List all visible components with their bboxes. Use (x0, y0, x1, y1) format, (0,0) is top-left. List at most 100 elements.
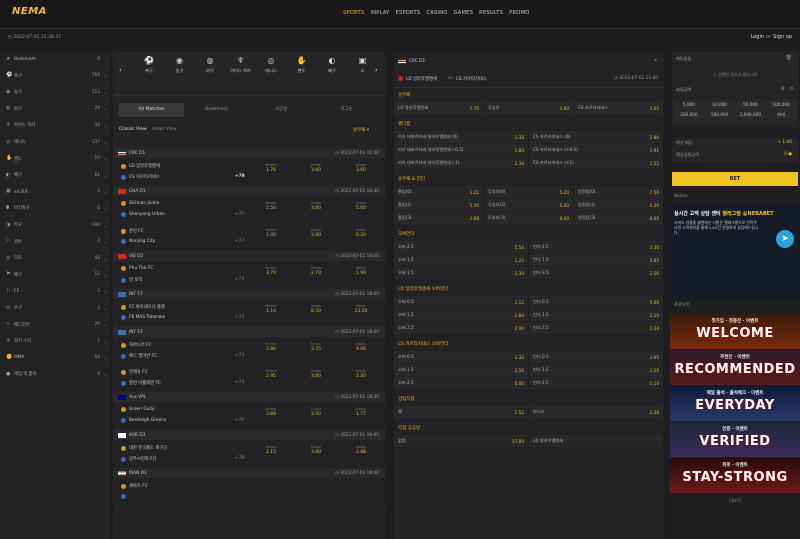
nav-sports[interactable]: SPORTS (343, 10, 365, 16)
match-row[interactable]: 쿤산 FC Nanjing City +77 Home 1.40 Draw 3.90… (113, 224, 385, 250)
sidebar-item[interactable]: ♆ 하키 스틱 1 ⌄ (0, 336, 110, 346)
sidebar-item[interactable]: ⬭ 수구 3 ⌄ (0, 303, 110, 313)
odd-cell[interactable]: CS 카르타지네스 3.60 (574, 102, 664, 114)
draw-odd[interactable]: Draw 3.75 (295, 341, 337, 352)
odd-cell[interactable]: 오버 1.5 2.50 (394, 364, 529, 376)
match-row[interactable]: FC 바르네르나 플젠 FK MAS Taborsko +74 Home 1.14… (113, 300, 385, 326)
away-odd[interactable]: Away 5.60 (340, 200, 382, 211)
sport-tab[interactable]: ◍ 야구 (196, 56, 224, 74)
amount-value[interactable]: 0 (781, 87, 784, 92)
scroll-right-icon[interactable]: › (375, 66, 378, 74)
odd-cell[interactable]: 홈팀(3) 2.88 (394, 212, 484, 224)
odd-cell[interactable]: 언더 0.5 5.00 (529, 296, 664, 308)
nav-promo[interactable]: PROMO (509, 10, 530, 16)
odd-cell[interactable]: 홈팀(0) 1.22 (394, 186, 484, 198)
sidebar-item[interactable]: ✧ 배드민턴 29 ⌄ (0, 320, 110, 330)
sidebar-item[interactable]: ◎ 다트 44 ⌄ (0, 253, 110, 263)
odd-cell[interactable]: 언더 0.5 3.05 (529, 351, 664, 363)
odd-cell[interactable]: LD 알라후엘렌세 (529, 435, 664, 447)
tab-by-time[interactable]: 시간순 (275, 107, 288, 112)
sidebar-item[interactable]: ⬮ 미식축구 6 ⌄ (0, 203, 110, 213)
odd-cell[interactable]: 오버 1.5 1.22 (394, 254, 529, 266)
sidebar-item[interactable]: ⚽ 축구 764 ⌄ (0, 71, 110, 81)
more-link[interactable]: 더보기 (729, 499, 741, 504)
sidebar-item[interactable]: ◐ 배구 61 ⌄ (0, 170, 110, 180)
odd-cell[interactable]: 언더 2.5 2.30 (529, 241, 664, 253)
nav-casino[interactable]: CASINO (426, 10, 448, 16)
away-odd[interactable]: Away 4.00 (340, 341, 382, 352)
more-markets-count[interactable]: +78 (235, 456, 245, 461)
nav-inplay[interactable]: INPLAY (370, 10, 390, 16)
sidebar-item[interactable]: ◍ 야구 24 ⌄ (0, 104, 110, 114)
odd-cell[interactable]: CS 카르타지네스 (+0.5) 1.91 (529, 144, 664, 156)
more-markets-count[interactable]: +77 (235, 239, 245, 244)
sport-tab[interactable]: ♆ 아이스 하키 (227, 56, 255, 74)
sidebar-item[interactable]: ⚐ F1 2 ⌄ (0, 286, 110, 296)
away-odd[interactable]: Away 13.00 (340, 303, 382, 314)
sidebar-item[interactable]: ◎ 테니스 137 ⌄ (0, 137, 110, 147)
draw-odd[interactable]: Draw 3.00 (295, 444, 337, 455)
match-row[interactable]: Phu Tho FC 빈 포억 +73 Home 3.70 Draw 2.70 Aw… (113, 262, 385, 288)
odd-cell[interactable]: 언더 2.5 1.14 (529, 377, 664, 389)
more-markets-count[interactable]: +73 (235, 380, 245, 385)
sport-tab[interactable]: ◉ 농구 (166, 56, 194, 74)
amount-preset-button[interactable]: 1,000,000 (735, 110, 766, 119)
odd-cell[interactable]: 언더 1.5 1.50 (529, 364, 664, 376)
more-markets-count[interactable]: +73 (235, 277, 245, 282)
odd-cell[interactable]: LD 알라후엘렌세 1.76 (394, 102, 484, 114)
match-row[interactable]: 얀레슈 FC 칼빈 야롤레뮌 FC +73 Home 2.95 Draw 3.60 … (113, 365, 385, 391)
tab-by-league[interactable]: 리그순 (340, 107, 353, 112)
trash-icon[interactable]: 🗑 (785, 55, 792, 61)
sidebar-item[interactable]: ⚐ 권투 2 ⌄ (0, 237, 110, 247)
draw-odd[interactable]: Draw 3.60 (295, 368, 337, 379)
nav-esports[interactable]: ESPORTS (395, 10, 421, 16)
sidebar-item[interactable]: ★ Bookmark 0 (0, 54, 110, 64)
odd-cell[interactable]: 언더 1.5 2.10 (529, 309, 664, 321)
home-odd[interactable]: Home 3.80 (250, 341, 292, 352)
more-markets-count[interactable]: +76 (235, 418, 245, 423)
amount-preset-button[interactable]: 5,000 (674, 100, 704, 109)
tab-all-matches[interactable]: All Matches (119, 103, 184, 117)
away-odd[interactable]: Away 3.60 (340, 162, 382, 173)
amount-preset-button[interactable]: 최대 (766, 110, 796, 119)
sidebar-item[interactable]: ● 게임 외 종목 4 ⌄ (0, 369, 110, 379)
odd-cell[interactable]: 오버 2.5 2.90 (394, 322, 529, 334)
away-odd[interactable]: Away 2.88 (340, 444, 382, 455)
draw-odd[interactable] (295, 482, 337, 483)
draw-odd[interactable]: Draw 3.60 (295, 162, 337, 173)
odd-cell[interactable]: 언더 2.5 1.34 (529, 322, 664, 334)
away-odd[interactable]: Away 1.77 (340, 406, 382, 417)
odd-cell[interactable]: 무승부(3) 8.00 (484, 212, 574, 224)
sport-tab[interactable]: ✋ 핸두 (288, 56, 316, 74)
odd-cell[interactable]: 오버 2.5 1.54 (394, 241, 529, 253)
match-row[interactable]: Sichuan Jiunia Shenyang Urban +77 Home 1.… (113, 197, 385, 223)
odd-cell[interactable]: 오버 0.5 1.32 (394, 351, 529, 363)
draw-odd[interactable]: Draw 3.50 (295, 406, 337, 417)
match-row[interactable]: 대한 한국월드 축구단 양주시민축구단 +78 Home 2.15 Draw 3.0… (113, 441, 385, 467)
home-odd[interactable]: Home 3.88 (250, 406, 292, 417)
more-markets-count[interactable]: +74 (235, 315, 245, 320)
scroll-left-icon[interactable]: ‹ (119, 66, 122, 74)
home-odd[interactable]: Home 1.76 (250, 162, 292, 173)
home-odd[interactable]: Home 1.50 (250, 200, 292, 211)
home-odd[interactable]: Home 1.14 (250, 303, 292, 314)
notice-banner[interactable]: 실시간 고객 상담 센터 텔레그램 @NERABET 서비스 이용중 불편하신 … (670, 204, 800, 299)
amount-preset-button[interactable]: 10,000 (704, 100, 735, 109)
nav-games[interactable]: GAMES (453, 10, 474, 16)
odd-cell[interactable]: 원정팀(2) 6.50 (574, 199, 664, 211)
odd-cell[interactable]: 리가 데포르티바 알라후엘렌세 (-0.5) 1.80 (394, 144, 529, 156)
sidebar-item[interactable]: ♆ 아이스 하키 34 ⌄ (0, 120, 110, 130)
sport-tab[interactable]: ▣ 오 (349, 56, 377, 74)
more-markets-count[interactable]: +77 (235, 212, 245, 217)
promo-banner[interactable]: 매일 출석 · 출석체크 · 이벤트 EVERYDAY (670, 386, 800, 421)
away-odd[interactable] (340, 482, 382, 483)
home-odd[interactable]: Home 2.95 (250, 368, 292, 379)
promo-banner[interactable]: 추천인 · 이벤트 RECOMMENDED (670, 350, 800, 385)
match-row[interactable]: LD 알라후엘렌세 CS 카르타지네스 +79 Home 1.76 Draw 3.6… (113, 159, 385, 185)
sport-tab[interactable]: ◐ 배구 (318, 56, 346, 74)
odd-cell[interactable]: CS 카르타지네스 (+1) 1.52 (529, 157, 664, 169)
more-markets-count[interactable]: +73 (235, 353, 245, 358)
match-row[interactable]: 하바니코 FC 베드 엘이반 FC +73 Home 3.80 Draw 3.75 … (113, 338, 385, 364)
odd-cell[interactable]: 오버 3.5 2.30 (394, 267, 529, 279)
odd-cell[interactable]: 없음 17.00 (394, 435, 529, 447)
